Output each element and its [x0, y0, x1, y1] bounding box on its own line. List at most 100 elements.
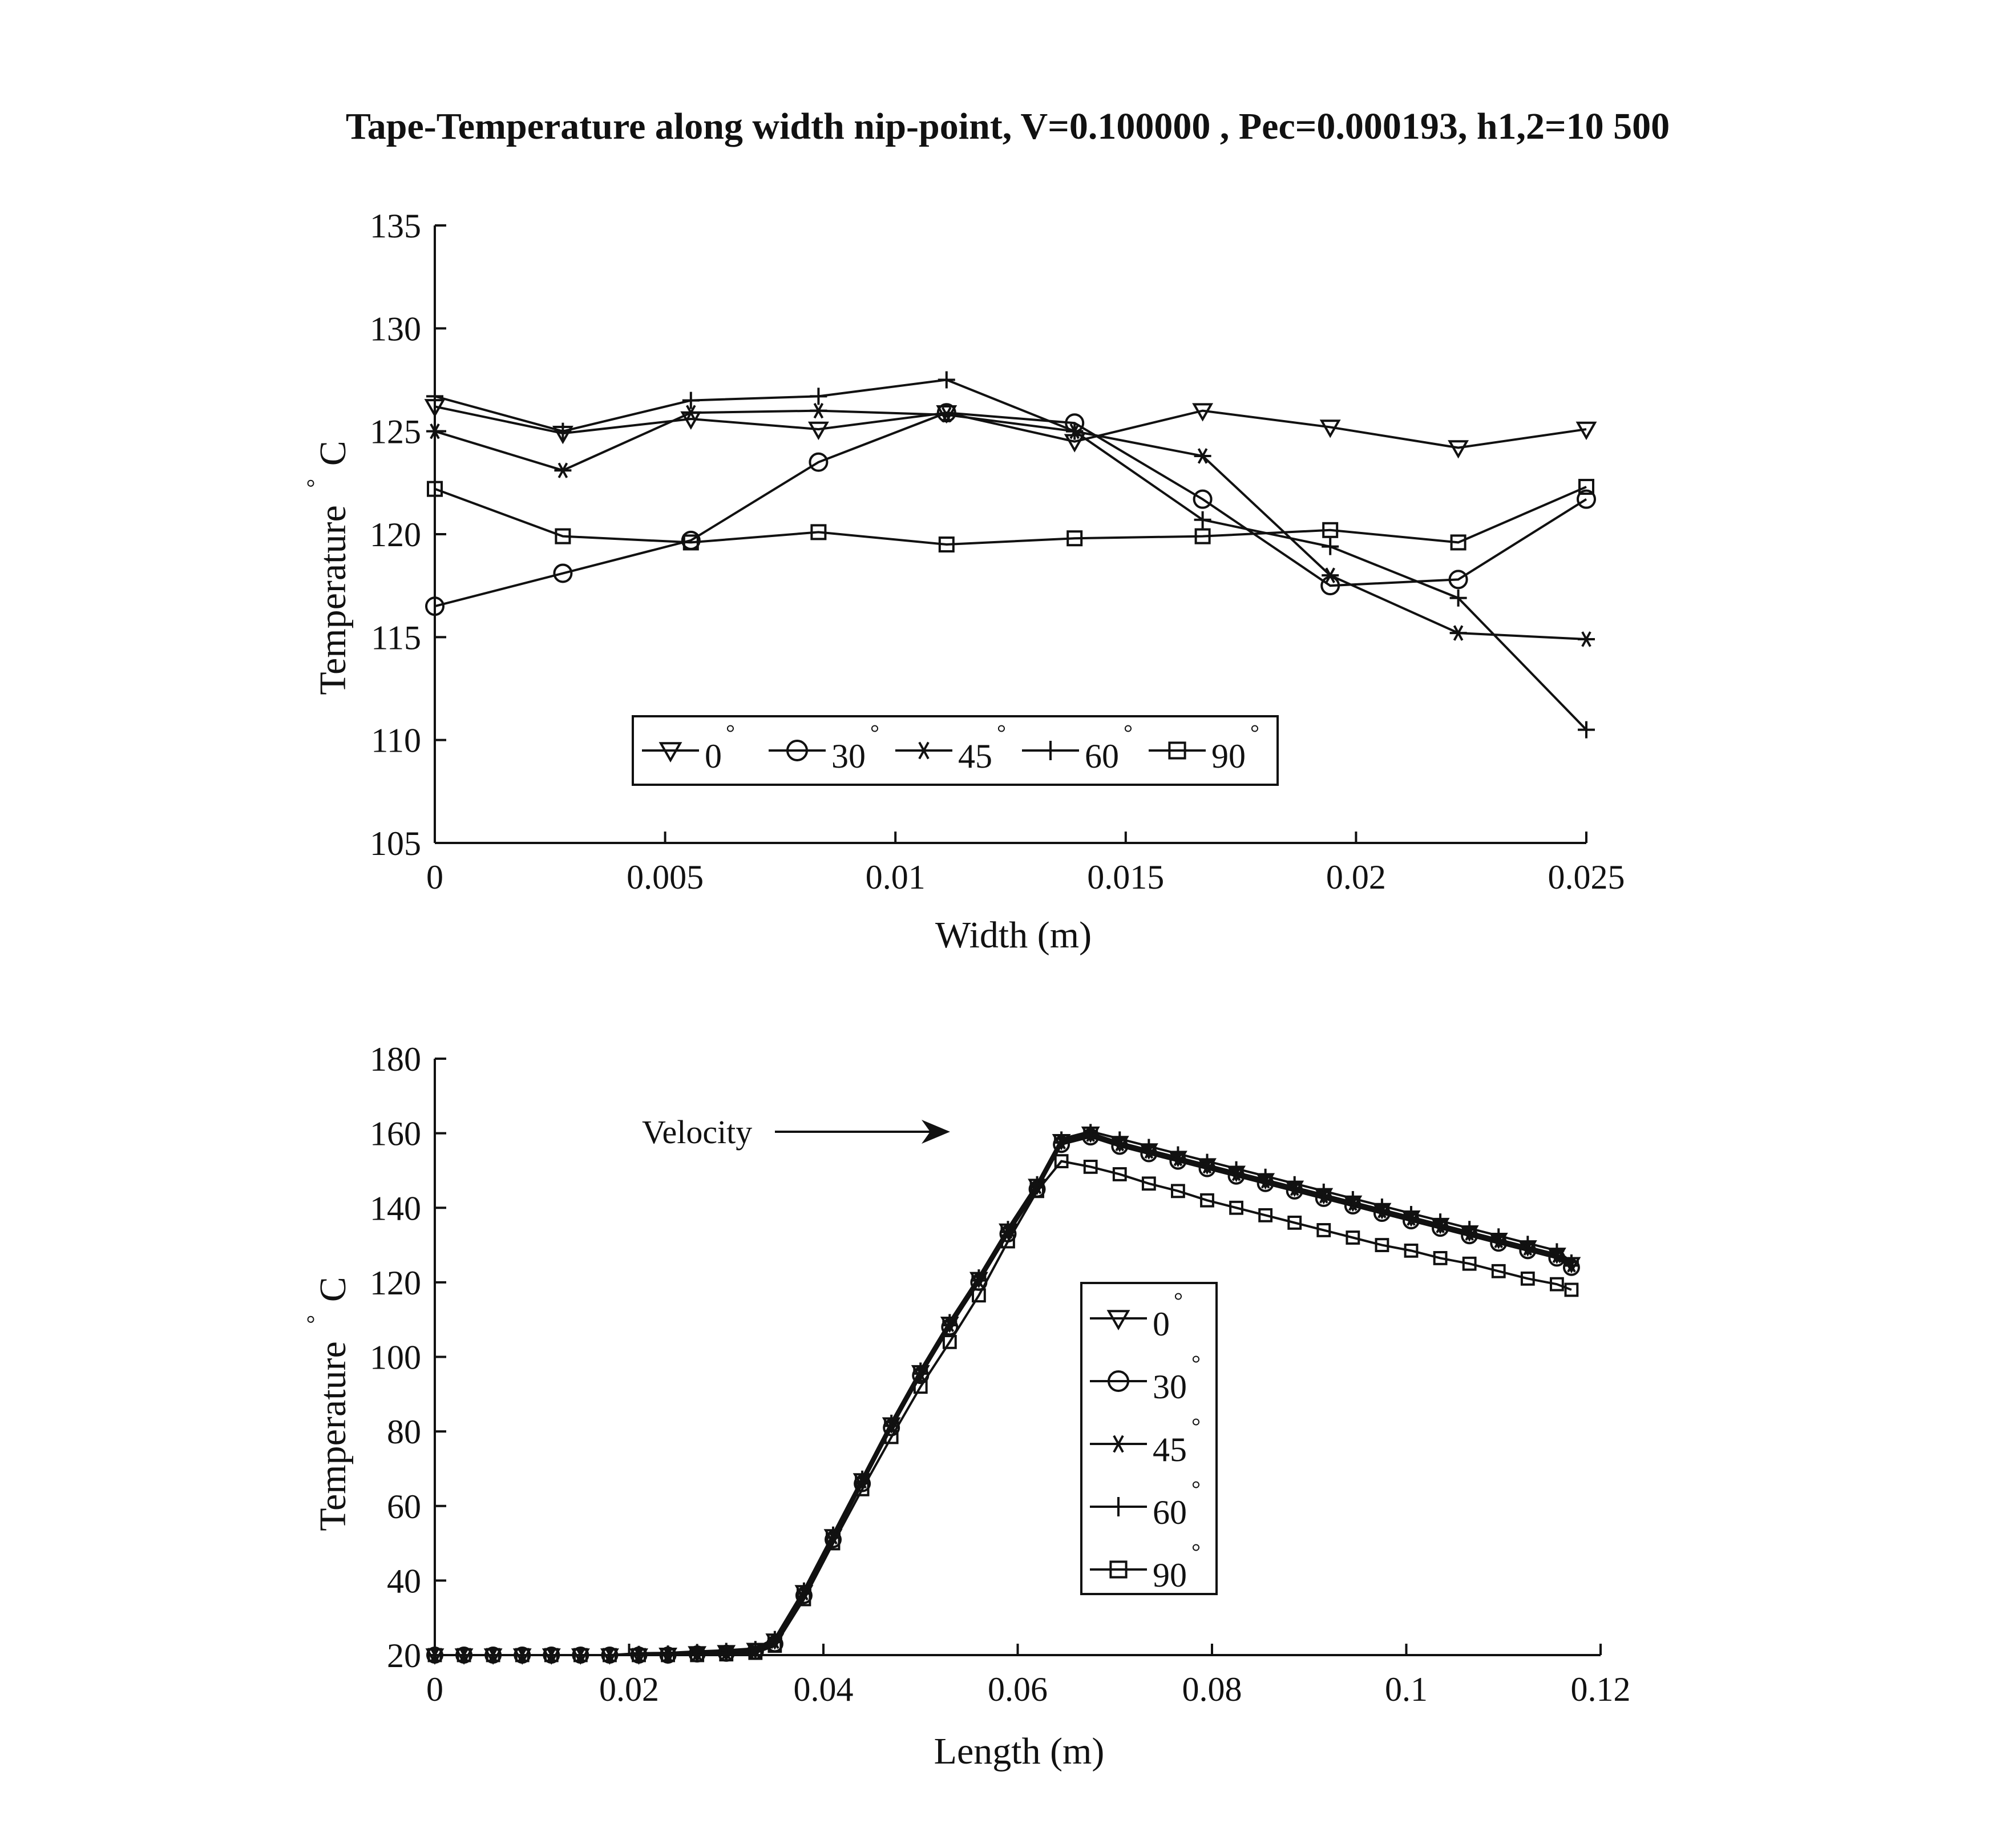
bottom-data-point-90	[1549, 1277, 1564, 1292]
bottom-legend-entry-0: 0°	[1090, 1288, 1183, 1343]
bottom-data-point-60	[913, 1362, 928, 1378]
top-data-point-60	[1449, 589, 1467, 607]
bottom-x-tick-label: 0.04	[794, 1671, 854, 1708]
bottom-data-point-90	[1564, 1282, 1579, 1297]
bottom-data-point-60	[1000, 1221, 1016, 1236]
degree-symbol: °	[302, 479, 328, 488]
top-legend-label: 0	[705, 737, 722, 775]
bottom-x-tick-label: 0	[426, 1671, 443, 1708]
bottom-data-point-90	[1229, 1200, 1243, 1215]
top-data-point-0	[1192, 403, 1214, 422]
bottom-data-point-90	[913, 1379, 928, 1394]
top-data-point-90	[810, 524, 827, 540]
bottom-data-point-90	[1083, 1160, 1098, 1174]
top-data-point-60	[554, 422, 572, 440]
degree-symbol: °	[997, 720, 1006, 745]
top-series-line-90	[434, 486, 1587, 546]
bottom-data-point-60	[971, 1269, 987, 1285]
bottom-legend-entry-60: 60°	[1090, 1476, 1201, 1531]
bottom-data-point-90	[1054, 1154, 1069, 1169]
bottom-legend: 0°30°45°60°90°	[1080, 1282, 1218, 1595]
top-data-point-45	[1322, 567, 1339, 583]
bottom-data-point-90	[486, 1648, 500, 1663]
top-data-point-45	[682, 405, 700, 421]
top-data-point-90	[1194, 528, 1211, 544]
bottom-x-tick-label: 0.06	[988, 1671, 1048, 1708]
top-data-point-0	[1448, 440, 1469, 459]
top-data-point-60	[426, 388, 443, 405]
bottom-legend-label: 60	[1153, 1494, 1187, 1531]
top-legend-label: 90	[1211, 737, 1246, 775]
bottom-legend-entry-45: 45°	[1090, 1413, 1201, 1468]
figure-title: Tape-Temperature along width nip-point, …	[346, 106, 1670, 147]
bottom-series-90	[427, 1154, 1579, 1663]
bottom-data-point-90	[1316, 1223, 1331, 1237]
top-series-group	[424, 371, 1597, 739]
bottom-data-point-90	[573, 1648, 588, 1663]
bottom-y-tick-label: 180	[370, 1040, 421, 1078]
bottom-legend-marker-30	[1108, 1370, 1129, 1392]
bottom-data-point-60	[1054, 1131, 1069, 1147]
bottom-data-point-60	[1462, 1221, 1477, 1236]
top-x-tick-label: 0.02	[1326, 858, 1386, 896]
bottom-y-tick-label: 60	[387, 1488, 421, 1526]
top-data-point-0	[807, 421, 829, 441]
top-x-axis-label: Width (m)	[935, 914, 1092, 956]
top-y-tick-label: 105	[370, 825, 421, 862]
bottom-data-point-90	[1433, 1251, 1448, 1265]
bottom-data-point-90	[1001, 1234, 1015, 1249]
top-y-axis-unit: C	[312, 441, 354, 466]
top-data-point-30	[809, 452, 829, 472]
top-data-point-90	[555, 528, 571, 544]
top-legend-entry-90: 90°	[1149, 720, 1259, 775]
top-legend-marker-45	[914, 741, 934, 760]
bottom-series-group	[425, 1124, 1581, 1665]
top-series-line-30	[434, 411, 1587, 608]
top-data-point-45	[1449, 625, 1467, 641]
top-data-point-0	[1575, 421, 1597, 441]
top-legend-entry-30: 30°	[769, 720, 879, 775]
top-legend-marker-0	[658, 742, 682, 763]
bottom-data-point-90	[855, 1482, 870, 1496]
top-data-point-90	[427, 481, 443, 497]
svg-text:Temperature °: Temperature ° C	[289, 441, 354, 695]
bottom-data-point-90	[719, 1647, 734, 1662]
bottom-data-point-60	[1345, 1191, 1360, 1206]
bottom-data-point-90	[1462, 1256, 1477, 1271]
velocity-arrow-head	[922, 1120, 950, 1144]
degree-symbol: °	[870, 720, 879, 745]
bottom-data-point-60	[1316, 1183, 1331, 1199]
bottom-y-tick-label: 160	[370, 1115, 421, 1153]
top-legend: 0°30°45°60°90°	[632, 715, 1279, 786]
bottom-data-point-90	[1141, 1176, 1156, 1191]
degree-symbol: °	[1250, 720, 1259, 745]
bottom-data-point-60	[1112, 1131, 1128, 1147]
width-temperature-chart: 0 0.005 0.01 0.015 0.02 0.025 105 110 115 120 125 1…	[289, 207, 1625, 956]
degree-symbol: °	[1191, 1539, 1201, 1564]
top-data-point-45	[810, 402, 827, 419]
top-data-point-60	[938, 371, 955, 389]
top-x-tick-label: 0.015	[1087, 858, 1164, 896]
top-data-point-60	[1066, 422, 1084, 440]
bottom-data-point-90	[544, 1648, 559, 1663]
bottom-data-point-90	[661, 1648, 675, 1663]
bottom-x-axis-label: Length (m)	[934, 1730, 1105, 1772]
top-series-line-60	[434, 378, 1587, 731]
top-y-tick-label: 125	[370, 413, 421, 451]
bottom-x-tick-label: 0.1	[1385, 1671, 1428, 1708]
top-data-point-30	[425, 596, 445, 616]
bottom-data-point-90	[1112, 1167, 1127, 1181]
bottom-data-point-60	[1563, 1254, 1579, 1269]
bottom-data-point-90	[690, 1648, 705, 1663]
bottom-data-point-90	[427, 1648, 442, 1663]
bottom-legend-marker-45	[1109, 1435, 1128, 1453]
top-y-tick-label: 135	[370, 207, 421, 245]
bottom-data-point-90	[1258, 1208, 1273, 1222]
bottom-data-point-60	[1083, 1124, 1098, 1139]
bottom-legend-marker-90	[1109, 1560, 1128, 1579]
bottom-x-tick-label: 0.12	[1571, 1671, 1631, 1708]
bottom-data-point-60	[942, 1314, 958, 1329]
top-y-tick-label: 115	[371, 619, 421, 656]
bottom-data-point-60	[1229, 1161, 1244, 1176]
